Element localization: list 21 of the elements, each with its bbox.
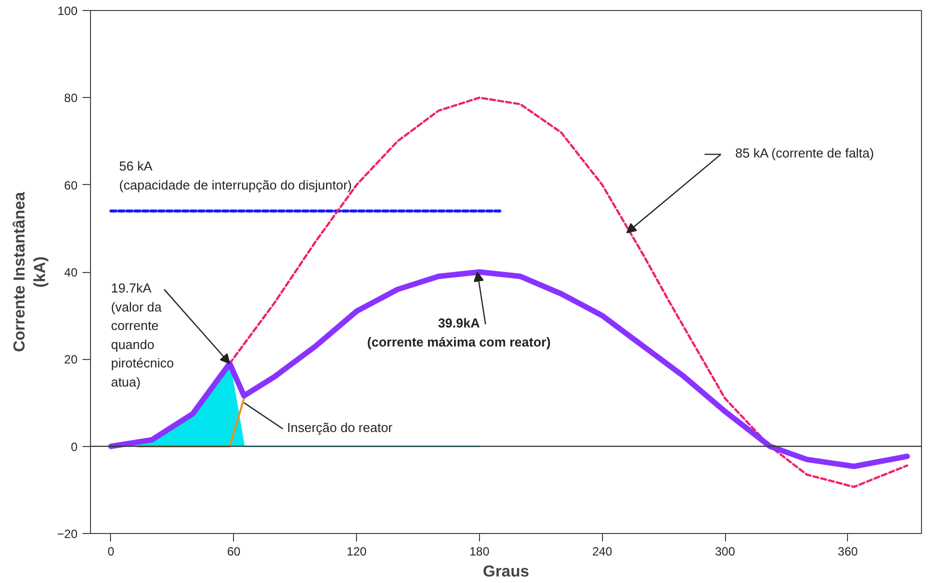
x-tick-label: 60: [227, 544, 241, 558]
x-tick-label: 240: [592, 544, 613, 558]
y-tick-label: 100: [57, 4, 78, 18]
y-axis-title: Corrente Instantânea (kA): [12, 192, 50, 352]
x-tick-label: 360: [838, 544, 858, 558]
x-tick-label: 120: [346, 544, 367, 558]
annotation: Inserção do reator: [286, 420, 394, 436]
annotation: 39.9kA (corrente máxima com reator): [367, 316, 551, 350]
annotation: 19.7kA (valor da corrente quando pirotécnico atua): [110, 280, 174, 390]
y-tick-label: 40: [64, 266, 78, 280]
y-tick-label: −20: [57, 527, 78, 541]
annotation: 56 kA (capacidade de interrupção do disjuntor): [119, 158, 352, 192]
x-tick-label: 180: [469, 544, 490, 558]
x-tick-label: 0: [108, 544, 115, 558]
y-tick-label: 80: [64, 91, 78, 106]
y-tick-label: 60: [64, 178, 78, 192]
y-tick-label: 0: [70, 440, 78, 454]
y-tick-label: 20: [64, 352, 78, 367]
x-tick-label: 300: [714, 544, 736, 558]
annotation: 85 kA (corrente de falta): [735, 146, 874, 161]
x-axis-title: Graus: [482, 564, 530, 580]
